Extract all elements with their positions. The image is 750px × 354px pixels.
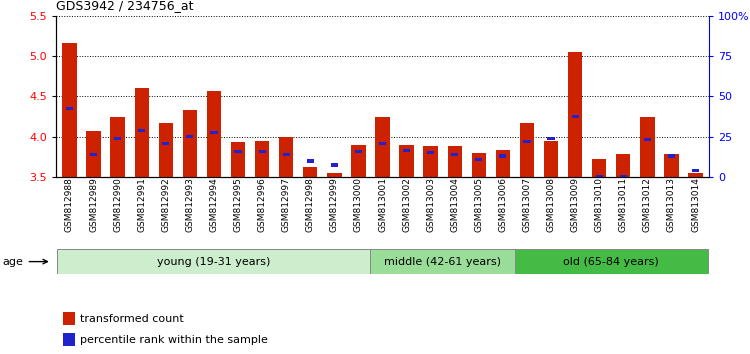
Bar bbox=[515, 249, 707, 274]
Bar bbox=[186, 135, 194, 138]
Text: GSM813009: GSM813009 bbox=[571, 177, 580, 232]
Bar bbox=[114, 137, 122, 140]
Bar bbox=[327, 173, 341, 177]
Bar bbox=[544, 141, 558, 177]
Text: GSM812988: GSM812988 bbox=[65, 177, 74, 232]
Bar bbox=[644, 138, 651, 141]
Bar bbox=[572, 115, 579, 118]
Bar bbox=[255, 141, 269, 177]
Bar bbox=[476, 158, 482, 161]
Bar bbox=[668, 154, 675, 158]
Bar bbox=[548, 137, 555, 140]
Text: GSM812991: GSM812991 bbox=[137, 177, 146, 232]
Text: GSM812989: GSM812989 bbox=[89, 177, 98, 232]
Text: GSM813002: GSM813002 bbox=[402, 177, 411, 232]
Bar bbox=[351, 145, 366, 177]
Text: middle (42-61 years): middle (42-61 years) bbox=[384, 257, 501, 267]
Text: GSM813006: GSM813006 bbox=[499, 177, 508, 232]
Text: GSM813014: GSM813014 bbox=[691, 177, 700, 232]
Text: GSM813001: GSM813001 bbox=[378, 177, 387, 232]
Bar bbox=[231, 142, 245, 177]
Bar bbox=[158, 123, 173, 177]
Text: percentile rank within the sample: percentile rank within the sample bbox=[80, 335, 268, 345]
Bar bbox=[664, 154, 679, 177]
Text: GSM813013: GSM813013 bbox=[667, 177, 676, 232]
Text: GSM812998: GSM812998 bbox=[306, 177, 315, 232]
Bar bbox=[424, 147, 438, 177]
Text: GSM812990: GSM812990 bbox=[113, 177, 122, 232]
Bar bbox=[331, 163, 338, 166]
Bar bbox=[472, 153, 486, 177]
Bar bbox=[568, 52, 582, 177]
Bar bbox=[138, 129, 146, 132]
Bar bbox=[58, 249, 370, 274]
Bar bbox=[692, 169, 699, 172]
Bar bbox=[235, 150, 242, 153]
Bar bbox=[66, 107, 73, 110]
Text: GSM812993: GSM812993 bbox=[185, 177, 194, 232]
Bar bbox=[90, 153, 98, 156]
Bar bbox=[500, 154, 506, 158]
Text: GSM813010: GSM813010 bbox=[595, 177, 604, 232]
Text: young (19-31 years): young (19-31 years) bbox=[158, 257, 271, 267]
Bar bbox=[210, 131, 218, 134]
Text: GSM812997: GSM812997 bbox=[282, 177, 291, 232]
Text: transformed count: transformed count bbox=[80, 314, 184, 324]
Bar bbox=[207, 91, 221, 177]
Bar bbox=[283, 153, 290, 156]
Bar bbox=[279, 137, 293, 177]
Text: GSM813011: GSM813011 bbox=[619, 177, 628, 232]
Bar bbox=[63, 333, 74, 346]
Text: GSM812995: GSM812995 bbox=[233, 177, 242, 232]
Text: GSM812992: GSM812992 bbox=[161, 177, 170, 232]
Bar bbox=[183, 110, 197, 177]
Text: GSM813000: GSM813000 bbox=[354, 177, 363, 232]
Text: age: age bbox=[3, 257, 47, 267]
Bar bbox=[355, 150, 362, 153]
Text: GSM813012: GSM813012 bbox=[643, 177, 652, 232]
Bar bbox=[403, 149, 410, 152]
Bar bbox=[162, 142, 170, 145]
Bar bbox=[303, 166, 317, 177]
Text: GSM813003: GSM813003 bbox=[426, 177, 435, 232]
Bar bbox=[451, 153, 458, 156]
Text: GSM812994: GSM812994 bbox=[209, 177, 218, 232]
Bar bbox=[307, 159, 314, 162]
Text: old (65-84 years): old (65-84 years) bbox=[563, 257, 659, 267]
Bar bbox=[620, 175, 627, 179]
Bar bbox=[62, 42, 76, 177]
Bar bbox=[86, 131, 100, 177]
Bar bbox=[134, 88, 149, 177]
Bar bbox=[448, 147, 462, 177]
Bar bbox=[379, 142, 386, 145]
Text: GSM813004: GSM813004 bbox=[450, 177, 459, 232]
Bar bbox=[427, 151, 434, 154]
Bar bbox=[596, 175, 603, 179]
Text: GSM813007: GSM813007 bbox=[523, 177, 532, 232]
Text: GSM813005: GSM813005 bbox=[474, 177, 483, 232]
Bar bbox=[520, 123, 534, 177]
Text: GSM812999: GSM812999 bbox=[330, 177, 339, 232]
Bar bbox=[259, 150, 266, 153]
Bar bbox=[496, 150, 510, 177]
Bar bbox=[370, 249, 515, 274]
Bar bbox=[399, 145, 414, 177]
Bar bbox=[616, 154, 631, 177]
Bar bbox=[592, 159, 607, 177]
Bar bbox=[63, 312, 74, 325]
Bar bbox=[524, 140, 530, 143]
Bar bbox=[110, 116, 125, 177]
Text: GSM813008: GSM813008 bbox=[547, 177, 556, 232]
Bar bbox=[640, 116, 655, 177]
Text: GSM812996: GSM812996 bbox=[257, 177, 266, 232]
Bar bbox=[688, 173, 703, 177]
Text: GDS3942 / 234756_at: GDS3942 / 234756_at bbox=[56, 0, 194, 12]
Bar bbox=[375, 116, 390, 177]
